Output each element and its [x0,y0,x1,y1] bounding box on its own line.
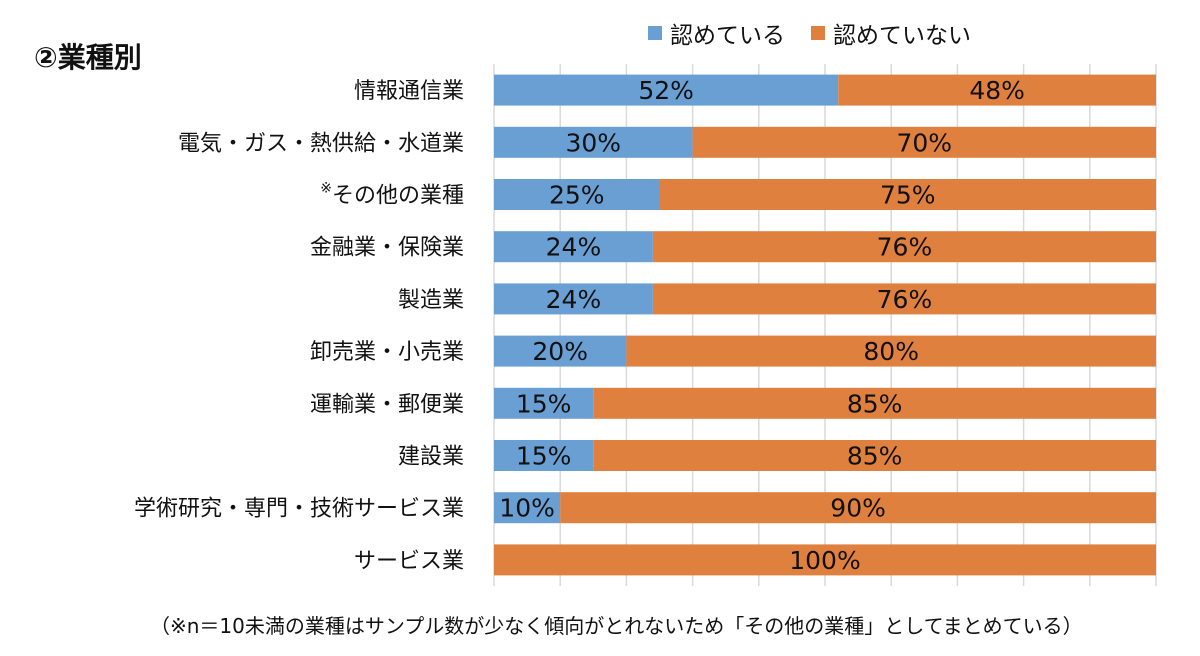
bar-segment [626,335,1156,367]
legend-item-no: 認めていない [811,16,971,50]
data-label: 10% [499,494,555,523]
bar-segment [692,126,1156,158]
data-label: 25% [549,181,605,210]
bar-segment [652,283,1156,315]
legend-swatch [648,26,662,40]
legend-item-yes: 認めている [648,16,785,50]
bar-segment [659,179,1156,210]
footnote: （※n＝10未満の業種はサンプル数が少なく傾向がとれないため「その他の業種」とし… [150,614,1083,638]
bar-segment [593,387,1156,419]
data-label: 15% [516,389,572,418]
legend-swatch [811,26,825,40]
data-label: 52% [638,76,694,105]
legend-label: 認めていない [833,23,971,49]
data-label: 15% [516,442,572,471]
category-label: 運輸業・郵便業 [310,392,464,417]
data-label: 85% [847,389,903,418]
bar-segment [494,492,561,524]
category-label: 金融業・保険業 [310,236,464,261]
data-label: 76% [877,233,933,262]
legend-label: 認めている [670,23,785,49]
bar-segment [494,126,693,158]
data-label: 30% [566,128,622,157]
data-label: 76% [877,285,933,314]
category-label: 卸売業・小売業 [310,340,464,365]
bar-segment [593,440,1156,471]
category-label: サービス業 [354,549,464,574]
category-label: 建設業 [398,445,464,470]
data-label: 70% [897,128,953,157]
data-label: 48% [969,76,1025,105]
category-label: 製造業 [398,288,464,313]
bar-segment [652,231,1156,263]
bar-segment [494,74,839,106]
data-label: 24% [546,285,602,314]
bar-segment [560,492,1156,524]
chart-title: ②業種別 [34,41,142,74]
data-label: 80% [863,337,919,366]
category-label: 情報通信業 [354,79,464,104]
data-label: 20% [532,337,588,366]
bar-segment [494,387,594,419]
bar-segment [494,544,1156,576]
data-label: 24% [546,233,602,262]
bar-segment [494,179,660,210]
bar-segment [494,283,653,315]
data-label: 100% [789,546,860,575]
category-label: ※その他の業種 [320,181,464,209]
data-label: 75% [880,181,936,210]
category-label: 学術研究・専門・技術サービス業 [134,497,464,522]
legend: 認めている 認めていない [648,16,997,50]
bar-segment [494,335,627,367]
bar-segment [838,74,1156,106]
bar-segment [494,440,594,471]
category-label: 電気・ガス・熱供給・水道業 [178,131,464,156]
data-label: 90% [830,494,886,523]
bar-segment [494,231,653,263]
data-label: 85% [847,442,903,471]
